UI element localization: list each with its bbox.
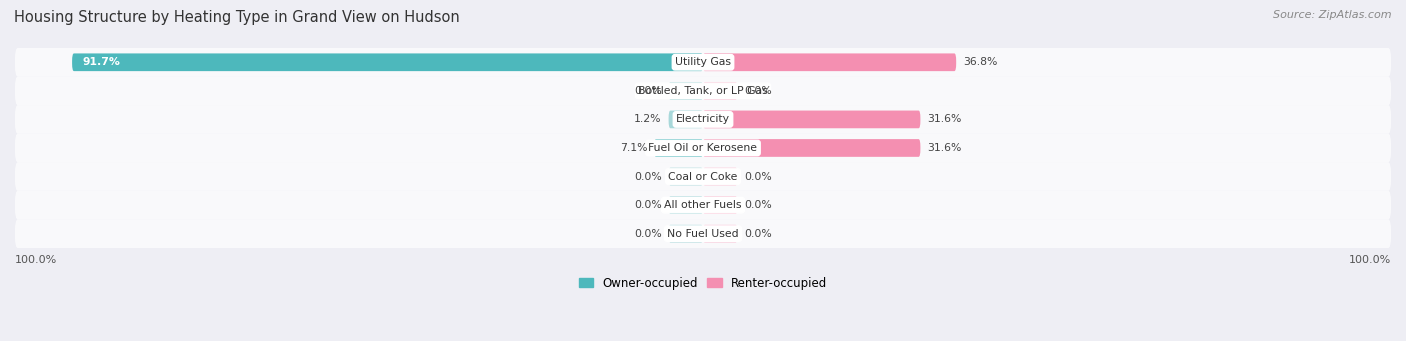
Text: 100.0%: 100.0% [15,255,58,265]
FancyBboxPatch shape [703,54,956,71]
FancyBboxPatch shape [703,110,921,128]
Text: Source: ZipAtlas.com: Source: ZipAtlas.com [1274,10,1392,20]
Text: 0.0%: 0.0% [744,86,772,96]
FancyBboxPatch shape [703,139,921,157]
Text: 0.0%: 0.0% [634,86,662,96]
Text: 31.6%: 31.6% [928,115,962,124]
Text: Housing Structure by Heating Type in Grand View on Hudson: Housing Structure by Heating Type in Gra… [14,10,460,25]
Text: 31.6%: 31.6% [928,143,962,153]
Text: Fuel Oil or Kerosene: Fuel Oil or Kerosene [648,143,758,153]
Text: Bottled, Tank, or LP Gas: Bottled, Tank, or LP Gas [638,86,768,96]
FancyBboxPatch shape [15,134,1391,162]
Text: 0.0%: 0.0% [744,229,772,239]
FancyBboxPatch shape [669,82,703,100]
FancyBboxPatch shape [703,168,737,186]
FancyBboxPatch shape [703,82,737,100]
FancyBboxPatch shape [15,191,1391,219]
Text: 7.1%: 7.1% [620,143,647,153]
Text: No Fuel Used: No Fuel Used [668,229,738,239]
Text: 0.0%: 0.0% [634,172,662,181]
Text: All other Fuels: All other Fuels [664,200,742,210]
Text: Utility Gas: Utility Gas [675,57,731,67]
FancyBboxPatch shape [669,110,703,128]
Text: Electricity: Electricity [676,115,730,124]
FancyBboxPatch shape [669,225,703,242]
Text: 0.0%: 0.0% [634,200,662,210]
FancyBboxPatch shape [669,196,703,214]
Text: 0.0%: 0.0% [634,229,662,239]
Text: 36.8%: 36.8% [963,57,997,67]
Text: 91.7%: 91.7% [83,57,121,67]
FancyBboxPatch shape [15,105,1391,134]
FancyBboxPatch shape [15,48,1391,77]
FancyBboxPatch shape [669,168,703,186]
Text: 1.2%: 1.2% [634,115,662,124]
FancyBboxPatch shape [654,139,703,157]
Text: 0.0%: 0.0% [744,200,772,210]
FancyBboxPatch shape [15,219,1391,248]
FancyBboxPatch shape [15,162,1391,191]
FancyBboxPatch shape [703,196,737,214]
FancyBboxPatch shape [72,54,703,71]
FancyBboxPatch shape [15,77,1391,105]
Text: 100.0%: 100.0% [1348,255,1391,265]
Text: 0.0%: 0.0% [744,172,772,181]
FancyBboxPatch shape [703,225,737,242]
Text: Coal or Coke: Coal or Coke [668,172,738,181]
Legend: Owner-occupied, Renter-occupied: Owner-occupied, Renter-occupied [574,272,832,294]
